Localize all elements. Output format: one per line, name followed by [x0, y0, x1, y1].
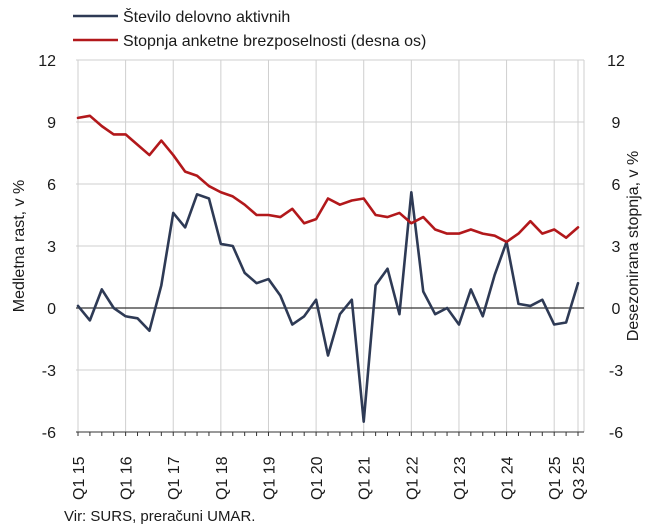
y-tick-label-right: 0 [612, 301, 621, 318]
source-note: Vir: SURS, preračuni UMAR. [64, 508, 256, 525]
y-tick-label-right: 12 [607, 53, 625, 70]
y-tick-label-right: 6 [612, 177, 621, 194]
x-tick-label: Q1 23 [452, 456, 469, 500]
x-tick-label: Q1 22 [404, 456, 421, 500]
y-tick-label-right: -6 [609, 425, 623, 442]
x-tick-label: Q1 19 [261, 456, 278, 500]
y-tick-label-left: 0 [47, 301, 56, 318]
y-tick-label-left: -6 [42, 425, 56, 442]
tick-labels: 12 9 6 3 0 -3 -6 12 9 6 3 0 -3 -6 Q1 15 Q1 16 Q1 17 Q1 18… [38, 53, 625, 500]
x-tick-label: Q1 17 [166, 456, 183, 500]
y-tick-label-right: 3 [612, 239, 621, 256]
series-line-employment [76, 190, 580, 423]
x-tick-label: Q1 25 [547, 456, 564, 500]
legend-label-employment: Število delovno aktivnih [123, 7, 290, 26]
y-tick-label-left: 6 [47, 177, 56, 194]
y-tick-label-right: -3 [609, 363, 623, 380]
x-tick-label: Q1 18 [214, 456, 231, 500]
legend-label-unemployment: Stopnja anketne brezposelnosti (desna os… [123, 33, 426, 50]
y-tick-label-right: 9 [612, 115, 621, 132]
x-tick-label: Q1 24 [500, 456, 517, 500]
series-lines [76, 114, 580, 423]
y-axis-right-title: Desezonirana stopnja, v % [625, 151, 642, 341]
y-tick-label-left: 9 [47, 115, 56, 132]
x-tick-label: Q1 15 [71, 456, 88, 500]
x-tick-label: Q1 21 [357, 456, 374, 500]
series-line-unemployment [76, 114, 580, 244]
x-tick-label: Q3 25 [571, 456, 588, 500]
y-tick-label-left: 3 [47, 239, 56, 256]
x-tick-label: Q1 20 [309, 456, 326, 500]
y-tick-label-left: 12 [38, 53, 56, 70]
legend: Število delovno aktivnih Stopnja anketne… [73, 7, 426, 50]
axes [76, 307, 584, 436]
x-tick-label: Q1 16 [119, 456, 136, 500]
y-tick-label-left: -3 [42, 363, 56, 380]
y-axis-left-title: Medletna rast, v % [11, 180, 28, 313]
